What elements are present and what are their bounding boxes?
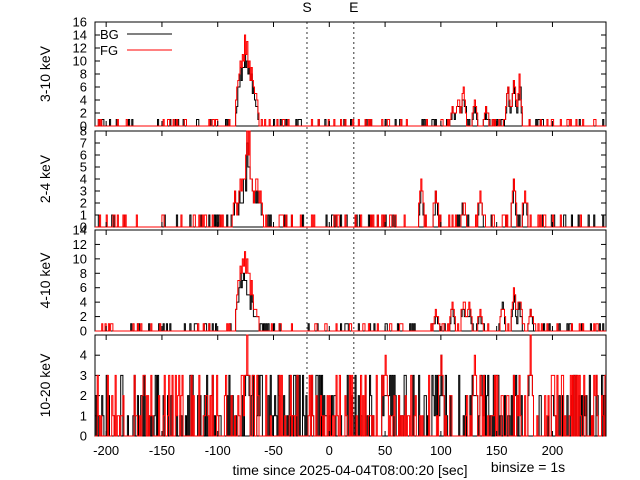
y-tick-label: 8	[80, 124, 87, 139]
panel-frame	[94, 130, 607, 228]
x-tick-label: -100	[205, 443, 231, 458]
x-axis-label: time since 2025-04-04T08:00:20 [sec]	[232, 462, 467, 478]
panel-4: 0 1 2 3 4 10-20 keV	[37, 334, 607, 444]
y-tick-label: 6	[80, 148, 87, 163]
series-bg-panel-2	[95, 142, 606, 228]
x-tick-label: 200	[542, 443, 564, 458]
y-tick-label: 0	[80, 119, 87, 134]
legend-label-bg: BG	[100, 27, 119, 42]
y-tick-label: 14	[73, 28, 87, 43]
series-fg-panel-2	[95, 130, 606, 228]
panel-frame	[94, 21, 607, 127]
y-tick-label: 14	[73, 223, 87, 238]
x-tick-label: -200	[93, 443, 119, 458]
y-tick-label: 2	[80, 388, 87, 403]
y-tick-label: 10	[73, 54, 87, 69]
y-tick-label: 3	[80, 368, 87, 383]
y-tick-label: 2	[80, 309, 87, 324]
y-tick-label: 2	[80, 106, 87, 121]
y-tick-label: 12	[73, 237, 87, 252]
y-axis-label: 10-20 keV	[37, 353, 53, 417]
y-tick-label: 6	[80, 280, 87, 295]
binsize-label: binsize = 1s	[491, 459, 565, 475]
y-tick-label: 1	[80, 208, 87, 223]
series-bg-panel-1	[95, 54, 606, 127]
x-tick-label: -50	[264, 443, 283, 458]
y-tick-label: 16	[73, 15, 87, 30]
x-tick-label: 150	[486, 443, 508, 458]
marker-label-e: E	[349, 0, 358, 15]
y-tick-label: 8	[80, 266, 87, 281]
y-axis-label: 3-10 keV	[37, 45, 53, 102]
x-tick-label: 0	[326, 443, 333, 458]
marker-label-s: S	[302, 0, 311, 15]
y-tick-label: 10	[73, 251, 87, 266]
y-tick-label: 4	[80, 348, 87, 363]
y-tick-label: 0	[80, 429, 87, 444]
y-tick-label: 4	[80, 93, 87, 108]
legend-label-fg: FG	[100, 43, 118, 58]
x-tick-label: 100	[430, 443, 452, 458]
y-tick-label: 1	[80, 408, 87, 423]
y-tick-label: 7	[80, 136, 87, 151]
panel-frame	[94, 229, 607, 332]
y-axis-label: 2-4 keV	[37, 154, 53, 203]
y-tick-label: 12	[73, 41, 87, 56]
y-tick-label: 4	[80, 172, 87, 187]
y-tick-label: 3	[80, 184, 87, 199]
series-fg-panel-3	[95, 251, 606, 332]
x-axis: -200 -150 -100 -50 0 50 100 150 200	[93, 22, 563, 458]
series-fg-panel-1	[95, 34, 606, 127]
y-axis-label: 4-10 keV	[37, 252, 53, 309]
x-tick-label: -150	[149, 443, 175, 458]
y-tick-label: 6	[80, 80, 87, 95]
series-fg-panel-4	[95, 334, 606, 437]
x-tick-label: 50	[378, 443, 392, 458]
y-tick-label: 8	[80, 67, 87, 82]
y-tick-label: 0	[80, 324, 87, 339]
y-tick-label: 5	[80, 160, 87, 175]
y-tick-label: 4	[80, 295, 87, 310]
y-tick-label: 0	[80, 220, 87, 235]
y-tick-label: 2	[80, 196, 87, 211]
